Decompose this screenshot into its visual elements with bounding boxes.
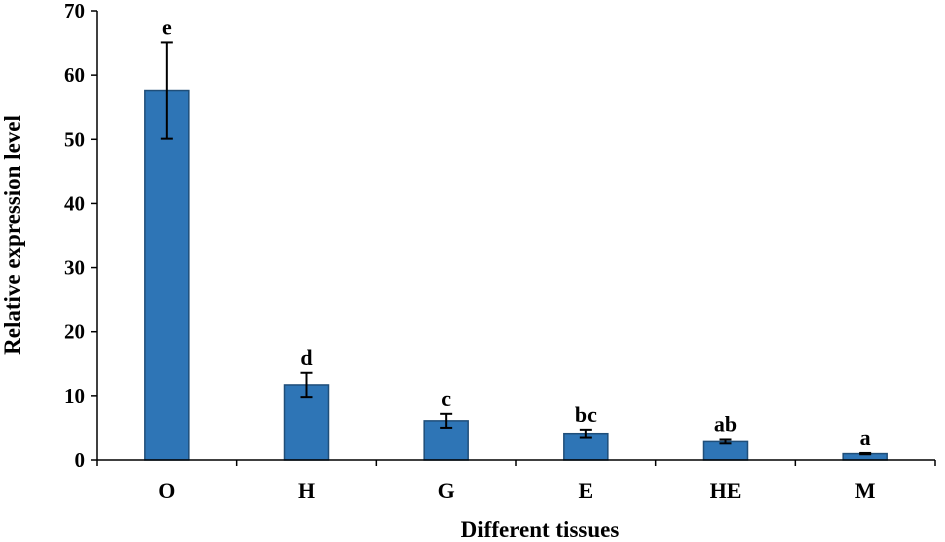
bars	[144, 89, 888, 461]
x-category-label-HE: HE	[710, 478, 742, 503]
x-category-label-O: O	[158, 478, 175, 503]
x-category-label-G: G	[438, 478, 455, 503]
x-category-label-H: H	[298, 478, 315, 503]
x-axis-title: Different tissues	[461, 517, 620, 542]
error-bars	[160, 41, 872, 456]
y-tick-label: 70	[64, 0, 85, 23]
x-category-label-E: E	[578, 478, 593, 503]
significance-label-HE: ab	[714, 411, 737, 436]
axes	[96, 11, 936, 466]
significance-label-G: c	[441, 386, 451, 411]
y-tick-label: 10	[64, 384, 85, 408]
y-axis-ticks: 0 10 20 30 40 50 60 70	[64, 0, 97, 472]
bar-O	[144, 89, 190, 461]
y-tick-label: 20	[64, 320, 85, 344]
significance-label-H: d	[300, 345, 312, 370]
significance-labels: e d c bc ab a	[162, 14, 871, 450]
significance-label-O: e	[162, 14, 172, 39]
y-tick-label: 40	[64, 191, 85, 215]
significance-label-M: a	[860, 425, 871, 450]
significance-label-E: bc	[575, 402, 597, 427]
x-category-label-M: M	[855, 478, 876, 503]
y-tick-label: 50	[64, 127, 85, 151]
x-axis-category-labels: O H G E HE M	[158, 478, 876, 503]
y-axis-title: Relative expression level	[0, 115, 25, 355]
y-tick-label: 0	[75, 448, 86, 472]
y-tick-label: 60	[64, 63, 85, 87]
y-tick-label: 30	[64, 256, 85, 280]
